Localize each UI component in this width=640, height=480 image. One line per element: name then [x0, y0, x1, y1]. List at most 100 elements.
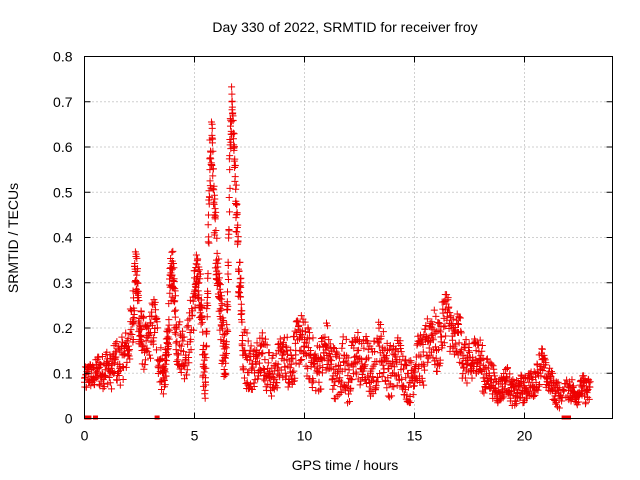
data-point — [206, 193, 214, 201]
data-point — [540, 351, 548, 359]
data-point — [337, 388, 345, 396]
data-point — [172, 306, 180, 314]
data-point — [409, 391, 417, 399]
data-point — [133, 254, 141, 262]
data-point — [309, 360, 317, 368]
data-point — [157, 344, 165, 352]
data-point — [390, 383, 398, 391]
data-point — [169, 265, 176, 273]
data-point — [277, 366, 285, 374]
data-point — [111, 356, 119, 364]
data-point — [507, 387, 515, 395]
data-point — [389, 369, 396, 377]
data-point — [341, 365, 349, 373]
data-point — [273, 384, 281, 392]
data-point — [211, 195, 219, 203]
data-point — [293, 317, 301, 325]
data-point — [133, 265, 141, 273]
data-point — [334, 350, 342, 358]
data-point — [451, 324, 459, 332]
data-point — [525, 378, 533, 386]
data-point — [356, 354, 364, 362]
data-point — [215, 274, 223, 282]
data-point — [180, 375, 188, 383]
data-point — [340, 351, 348, 359]
data-point — [116, 381, 124, 389]
data-point — [113, 376, 121, 384]
data-point — [347, 384, 355, 392]
data-point — [125, 345, 133, 353]
y-tick-label: 0 — [65, 411, 73, 427]
data-point — [220, 365, 228, 373]
data-point — [262, 335, 270, 343]
data-point — [169, 247, 177, 255]
data-point — [542, 359, 550, 367]
data-point — [205, 239, 213, 247]
data-point — [232, 185, 240, 193]
data-point — [261, 377, 269, 385]
data-point — [219, 317, 227, 325]
data-point — [283, 356, 291, 364]
data-point — [227, 118, 235, 126]
data-point — [433, 347, 440, 355]
data-point — [304, 325, 312, 333]
y-axis-label: SRMTID / TECUs — [5, 183, 21, 293]
data-point — [125, 342, 132, 350]
data-point — [553, 399, 561, 407]
data-point — [137, 332, 145, 340]
data-point — [436, 319, 444, 327]
data-point — [205, 233, 213, 241]
data-point — [163, 352, 171, 360]
data-point — [195, 266, 203, 274]
data-point — [233, 228, 241, 236]
data-point — [230, 130, 238, 138]
data-point — [195, 291, 203, 299]
data-point — [455, 313, 463, 321]
data-point — [124, 334, 132, 342]
data-point — [142, 347, 150, 355]
data-point — [246, 380, 254, 388]
data-point — [224, 261, 232, 269]
data-point — [134, 279, 142, 287]
data-point — [396, 337, 404, 345]
data-point — [463, 379, 471, 387]
data-point — [373, 373, 381, 381]
data-point — [233, 200, 241, 208]
data-point — [310, 360, 318, 368]
data-point — [208, 162, 216, 170]
data-point — [222, 359, 230, 367]
data-point — [229, 117, 237, 125]
data-point — [499, 394, 507, 402]
data-point — [176, 318, 184, 326]
data-point — [248, 365, 256, 373]
data-point — [203, 327, 211, 335]
data-point — [151, 315, 159, 323]
data-point — [206, 166, 214, 174]
data-point — [441, 322, 449, 330]
data-point — [516, 383, 524, 391]
data-point — [429, 334, 437, 342]
data-point — [168, 248, 176, 256]
data-point — [192, 283, 200, 291]
data-point — [204, 274, 212, 282]
data-point — [297, 312, 305, 320]
data-point — [415, 351, 423, 359]
data-point — [318, 356, 326, 364]
data-point — [440, 339, 448, 347]
data-point — [166, 289, 174, 297]
data-point — [289, 377, 297, 385]
data-point — [556, 392, 564, 400]
data-point — [538, 345, 546, 353]
y-tick-label: 0.1 — [53, 365, 73, 381]
data-point — [583, 387, 591, 395]
data-point — [142, 337, 150, 345]
data-point — [421, 325, 429, 333]
data-point — [306, 329, 314, 337]
data-point — [258, 329, 266, 337]
x-tick-label: 0 — [81, 428, 89, 444]
data-point — [218, 301, 226, 309]
data-point — [187, 346, 195, 354]
data-point — [421, 366, 429, 374]
data-point — [425, 344, 433, 352]
